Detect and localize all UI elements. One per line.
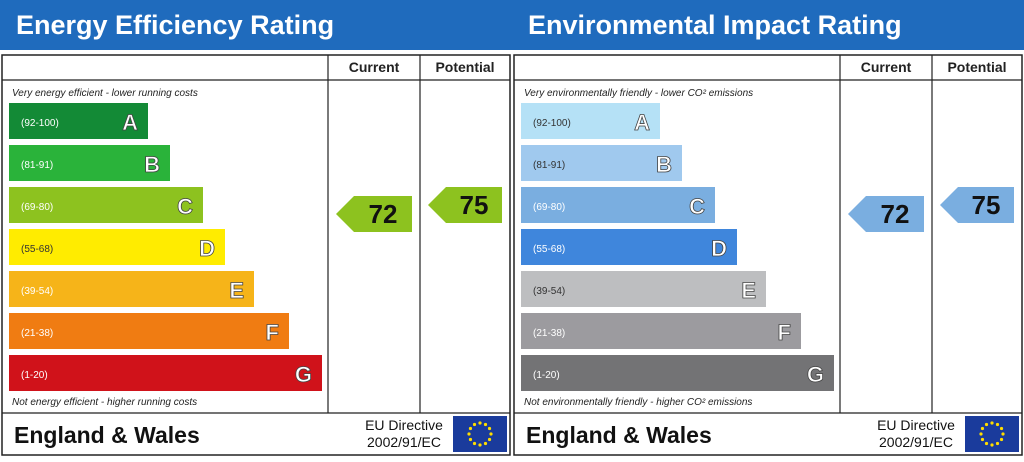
band — [521, 271, 766, 307]
column-header: Current — [861, 59, 912, 75]
rating-arrow — [428, 187, 502, 223]
band-letter: C — [177, 194, 193, 219]
range-label: (39-54) — [533, 286, 565, 297]
flag-star — [995, 422, 1000, 427]
header-bar — [512, 0, 1024, 50]
flag-star — [472, 441, 477, 446]
band-letter: D — [711, 236, 727, 261]
frame — [513, 54, 1023, 456]
column-header: Potential — [947, 59, 1006, 75]
bottom-note: Not environmentally friendly - higher CO… — [524, 397, 752, 408]
eu-flag — [965, 416, 1019, 452]
band-letter: B — [144, 152, 160, 177]
frame — [1, 54, 511, 456]
range-label: (92-100) — [21, 118, 59, 129]
top-note: Very energy efficient - lower running co… — [12, 88, 198, 99]
range-label: (55-68) — [21, 244, 53, 255]
flag-star — [468, 437, 473, 442]
range-label: (92-100) — [533, 118, 571, 129]
chart-title: Environmental Impact Rating — [528, 10, 902, 40]
band-letter: D — [199, 236, 215, 261]
eu-flag — [453, 416, 507, 452]
band — [521, 145, 682, 181]
rating-arrow — [848, 196, 924, 232]
flag-star — [467, 432, 471, 436]
band — [9, 229, 225, 265]
flag-star — [489, 432, 493, 436]
band — [521, 187, 715, 223]
flag-star — [1001, 432, 1005, 436]
range-label: (1-20) — [533, 370, 560, 381]
range-label: (69-80) — [533, 202, 565, 213]
flag-star — [995, 441, 1000, 446]
rating-arrow — [336, 196, 412, 232]
directive-line: 2002/91/EC — [879, 434, 953, 450]
band-letter: G — [807, 362, 824, 387]
flag-star — [999, 437, 1004, 442]
band — [521, 355, 834, 391]
flag-star — [483, 441, 488, 446]
rating-panel: Environmental Impact Rating Very environm… — [512, 0, 1024, 456]
band-letter: F — [266, 320, 279, 345]
band-letter: A — [122, 110, 138, 135]
top-note: Very environmentally friendly - lower CO… — [524, 88, 753, 99]
column-header: Current — [349, 59, 400, 75]
band — [521, 229, 737, 265]
range-label: (39-54) — [21, 286, 53, 297]
flag-star — [984, 441, 989, 446]
band-letter: E — [741, 278, 756, 303]
flag-star — [980, 426, 985, 431]
flag-star — [487, 437, 492, 442]
directive-line: EU Directive — [365, 417, 443, 433]
band-letter: G — [295, 362, 312, 387]
band — [9, 145, 170, 181]
range-label: (81-91) — [21, 160, 53, 171]
rating-value: 75 — [972, 190, 1001, 220]
footer-label: England & Wales — [526, 422, 712, 448]
range-label: (69-80) — [21, 202, 53, 213]
flag-star — [999, 426, 1004, 431]
band-letter: A — [634, 110, 650, 135]
chart-title: Energy Efficiency Rating — [16, 10, 334, 40]
rating-panel: Energy Efficiency Rating Very energy effi… — [0, 0, 512, 456]
band-letter: C — [689, 194, 705, 219]
bottom-note: Not energy efficient - higher running co… — [12, 397, 197, 408]
column-header: Potential — [435, 59, 494, 75]
flag-star — [487, 426, 492, 431]
flag-star — [979, 432, 983, 436]
rating-value: 72 — [369, 199, 398, 229]
flag-star — [990, 421, 994, 425]
band — [521, 313, 801, 349]
band — [521, 103, 660, 139]
band-letter: B — [656, 152, 672, 177]
range-label: (21-38) — [21, 328, 53, 339]
band-letter: F — [778, 320, 791, 345]
band — [9, 271, 254, 307]
directive-line: 2002/91/EC — [367, 434, 441, 450]
header-bar — [0, 0, 512, 50]
band — [9, 355, 322, 391]
rating-value: 75 — [460, 190, 489, 220]
flag-star — [478, 443, 482, 447]
band — [9, 103, 148, 139]
rating-value: 72 — [881, 199, 910, 229]
flag-star — [990, 443, 994, 447]
range-label: (21-38) — [533, 328, 565, 339]
range-label: (81-91) — [533, 160, 565, 171]
flag-star — [980, 437, 985, 442]
flag-star — [483, 422, 488, 427]
flag-star — [984, 422, 989, 427]
flag-star — [468, 426, 473, 431]
range-label: (55-68) — [533, 244, 565, 255]
footer-label: England & Wales — [14, 422, 200, 448]
flag-star — [478, 421, 482, 425]
flag-star — [472, 422, 477, 427]
rating-arrow — [940, 187, 1014, 223]
band-letter: E — [229, 278, 244, 303]
band — [9, 187, 203, 223]
band — [9, 313, 289, 349]
directive-line: EU Directive — [877, 417, 955, 433]
range-label: (1-20) — [21, 370, 48, 381]
